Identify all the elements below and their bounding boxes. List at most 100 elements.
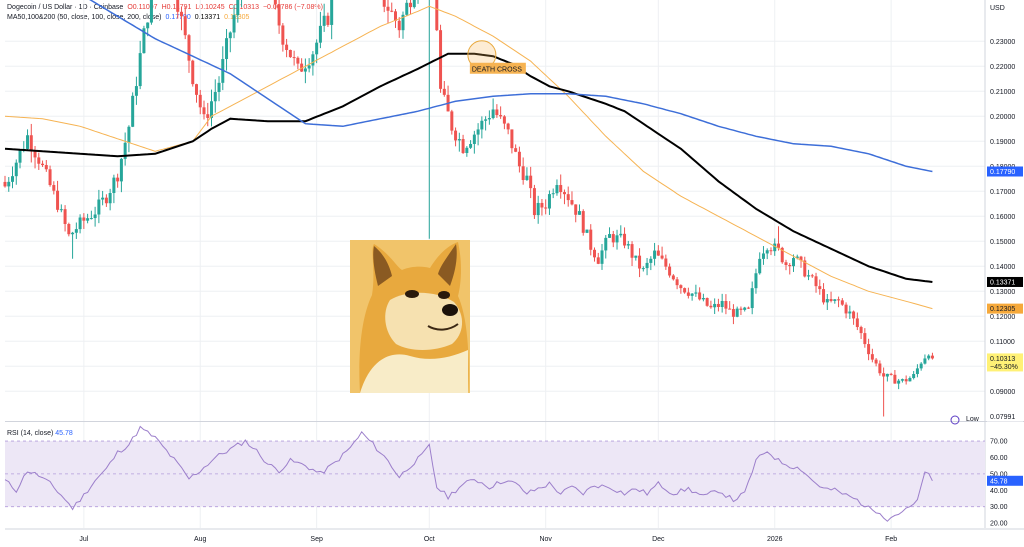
ohlc-low: L0.10245 — [195, 4, 225, 11]
rsi-tick-label: 50.00 — [990, 471, 1008, 478]
time-tick-label: Nov — [539, 536, 552, 543]
doge-nose — [442, 304, 458, 316]
candle-body — [149, 0, 153, 23]
candle-body — [52, 185, 56, 191]
ohlc-close: C0.10313 — [228, 4, 259, 11]
candle-body — [112, 177, 116, 194]
candle-body — [908, 378, 912, 382]
rsi-pane — [4, 425, 985, 522]
candle-body — [867, 344, 871, 355]
candle-body — [232, 15, 236, 33]
candle-body — [544, 207, 548, 209]
candle-body — [784, 262, 788, 266]
candle-body — [37, 157, 41, 164]
currency-label[interactable]: USD — [990, 5, 1005, 12]
candle-body — [476, 129, 480, 135]
moving-averages — [4, 0, 933, 310]
candle-body — [59, 209, 63, 211]
candle-body — [705, 297, 709, 306]
candle-body — [82, 217, 86, 221]
candle-body — [450, 111, 454, 131]
candle-body — [288, 49, 292, 58]
rsi-price-label: 45.78 — [990, 478, 1008, 485]
low-price-label: 0.07991 — [990, 414, 1015, 421]
candle-body — [731, 309, 735, 317]
rsi-tick-label: 20.00 — [990, 521, 1008, 528]
candle-body — [923, 358, 927, 364]
candle-body — [14, 162, 18, 177]
candle-body — [848, 311, 852, 314]
candle-body — [589, 229, 593, 250]
candle-body — [11, 176, 15, 182]
candle-body — [885, 373, 889, 377]
candle-body — [217, 82, 221, 93]
candle-body — [86, 218, 90, 221]
ma200-price-label: 0.17790 — [990, 169, 1015, 176]
candle-body — [285, 44, 289, 50]
candle-body — [660, 255, 664, 259]
candle-body — [386, 6, 390, 11]
doge-left-eye — [405, 290, 419, 298]
candle-body — [517, 151, 521, 167]
candle-body — [792, 258, 796, 267]
candle-body — [664, 258, 668, 267]
candle-body — [799, 256, 803, 261]
candle-body — [900, 379, 904, 381]
candle-body — [292, 57, 296, 59]
candle-body — [577, 211, 581, 215]
ma50-value: 0.12305 — [224, 14, 250, 21]
candle-body — [465, 147, 469, 154]
time-tick-label: Sep — [310, 536, 323, 543]
candle-body — [142, 28, 146, 54]
candle-body — [807, 275, 811, 277]
candle-body — [837, 299, 841, 301]
candle-body — [690, 293, 694, 296]
candle-body — [382, 0, 386, 7]
price-price-box — [987, 353, 1023, 372]
candle-body — [281, 25, 285, 45]
death-cross-label: DEATH CROSS — [472, 66, 522, 73]
candle-body — [138, 53, 142, 87]
price-tick-label: 0.13000 — [990, 289, 1015, 296]
candle-body — [769, 250, 773, 252]
rsi-value: 45.78 — [55, 430, 73, 437]
candle-body — [638, 255, 642, 269]
symbol-name[interactable]: Dogecoin / US Dollar · 1D · Coinbase — [7, 4, 124, 11]
rsi-price-box — [987, 475, 1023, 486]
candle-body — [551, 193, 555, 195]
ma50-line — [4, 5, 933, 310]
candle-body — [495, 109, 499, 116]
candle-body — [773, 243, 777, 252]
candle-body — [397, 20, 401, 31]
price-tick-label: 0.23000 — [990, 39, 1015, 46]
candle-body — [461, 139, 465, 154]
candle-body — [698, 292, 702, 300]
candle-body — [210, 101, 214, 118]
candle-body — [116, 177, 120, 182]
candle-body — [889, 373, 893, 375]
rsi-header[interactable]: RSI (14, close) 45.78 — [7, 430, 73, 437]
candle-body — [532, 188, 536, 216]
candle-body — [758, 258, 762, 274]
candle-body — [608, 234, 612, 238]
candle-body — [645, 262, 649, 269]
candle-body — [183, 16, 187, 36]
candle-body — [683, 288, 687, 293]
candle-body — [701, 297, 705, 300]
candle-body — [656, 250, 660, 256]
candle-body — [859, 327, 863, 334]
time-tick-label: Oct — [424, 536, 435, 543]
doge-chest — [360, 350, 468, 393]
candle-body — [41, 163, 45, 166]
low-marker-icon — [950, 415, 960, 425]
candle-body — [525, 175, 529, 181]
candle-body — [514, 148, 518, 152]
candle-body — [818, 286, 822, 290]
candle-body — [202, 107, 206, 115]
candle-body — [600, 250, 604, 264]
candle-body — [930, 355, 934, 359]
candle-body — [604, 237, 608, 251]
candle-body — [277, 4, 281, 26]
death-cross-annotation: DEATH CROSS — [467, 40, 526, 74]
